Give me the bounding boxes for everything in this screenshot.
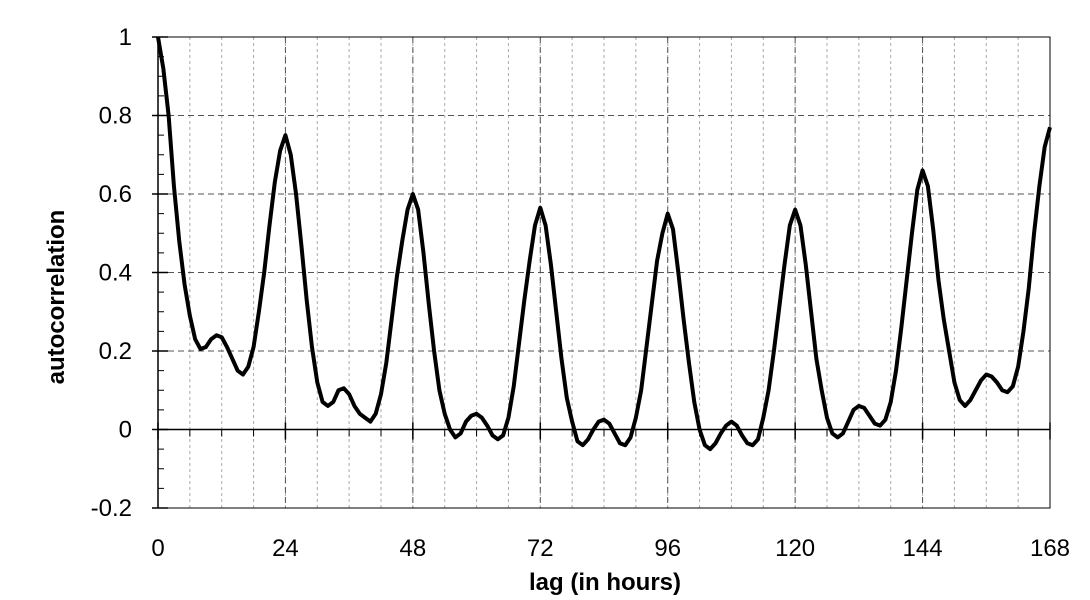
x-tick-label: 48 [400, 535, 427, 562]
y-axis-title: autocorrelation [43, 210, 70, 385]
data-line [156, 36, 1052, 452]
x-tick-label: 0 [151, 535, 164, 562]
x-tick-label: 144 [903, 535, 943, 562]
y-tick-label: 0.4 [99, 260, 132, 287]
x-tick-label: 120 [775, 535, 815, 562]
x-tick-label: 24 [272, 535, 299, 562]
y-tick-label: 0.8 [99, 103, 132, 130]
x-tick-label: 72 [527, 535, 554, 562]
y-tick-label: 0.2 [99, 338, 132, 365]
x-tick-label: 168 [1030, 535, 1070, 562]
x-axis-title: lag (in hours) [529, 569, 681, 596]
x-tick-label: 96 [654, 535, 681, 562]
y-tick-label: 0.6 [99, 181, 132, 208]
y-tick-label: 0 [119, 417, 132, 444]
y-tick-label: 1 [119, 24, 132, 51]
y-tick-label: -0.2 [91, 495, 132, 522]
